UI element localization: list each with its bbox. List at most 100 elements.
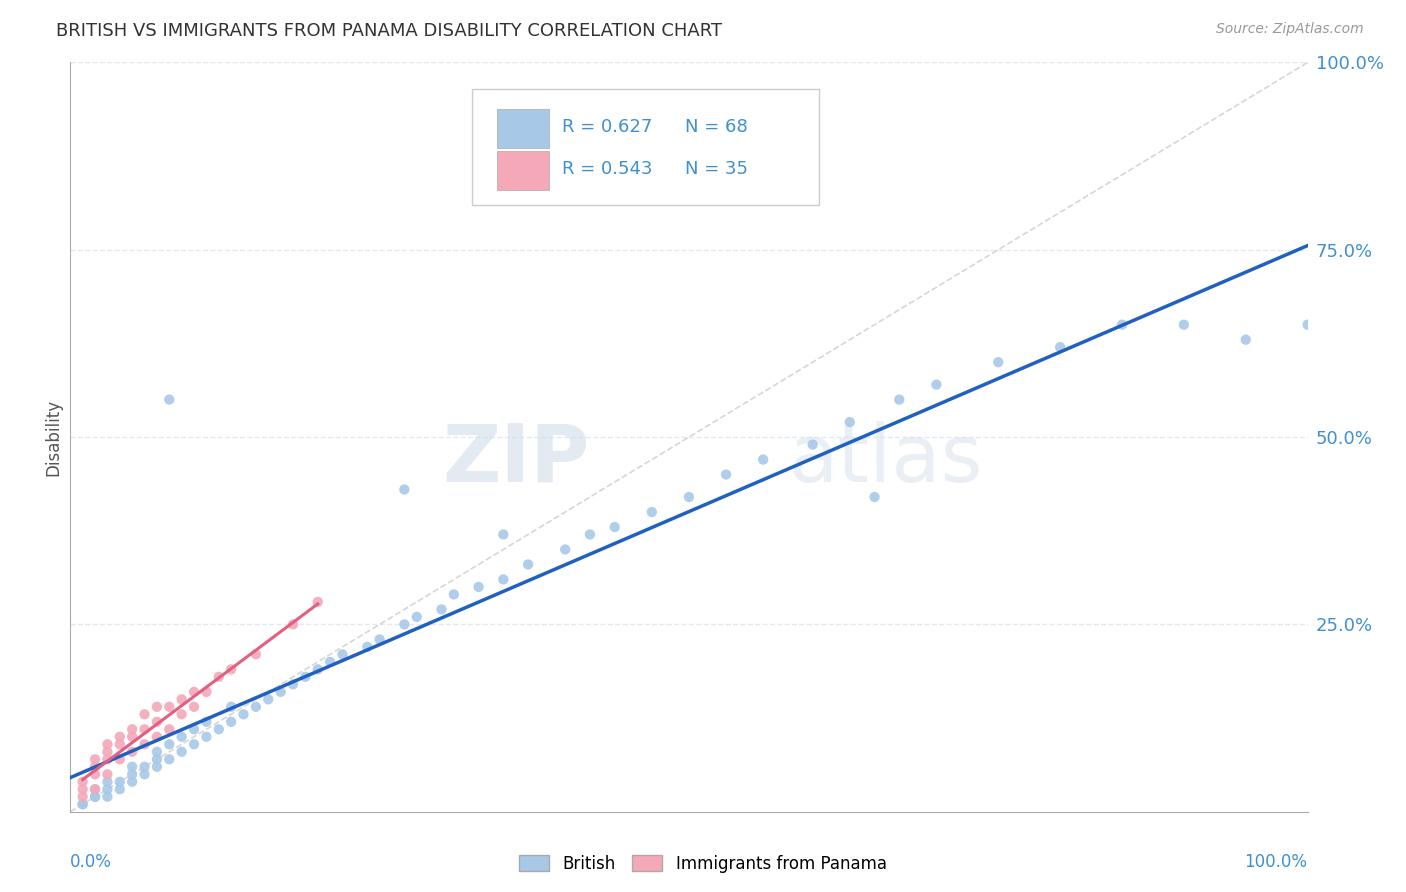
Point	[146, 699, 169, 714]
Point	[121, 774, 143, 789]
Legend: British, Immigrants from Panama: British, Immigrants from Panama	[513, 848, 893, 880]
Point	[1296, 318, 1319, 332]
Point	[121, 767, 143, 781]
Text: 100.0%: 100.0%	[1244, 853, 1308, 871]
Point	[157, 699, 180, 714]
Point	[72, 774, 94, 789]
Point	[121, 723, 143, 737]
Point	[270, 685, 292, 699]
Point	[443, 587, 465, 601]
Point	[195, 685, 218, 699]
Point	[72, 797, 94, 812]
Y-axis label: Disability: Disability	[44, 399, 62, 475]
Point	[245, 648, 267, 662]
Point	[356, 640, 378, 654]
Point	[714, 467, 737, 482]
Point	[517, 558, 540, 572]
Point	[121, 760, 143, 774]
Point	[307, 595, 329, 609]
Text: R = 0.543: R = 0.543	[561, 160, 652, 178]
Point	[394, 617, 416, 632]
Text: atlas: atlas	[787, 420, 983, 499]
Point	[1173, 318, 1195, 332]
Point	[183, 737, 205, 751]
Point	[84, 760, 107, 774]
Point	[987, 355, 1010, 369]
Point	[108, 774, 131, 789]
Point	[157, 392, 180, 407]
Point	[195, 714, 218, 729]
Point	[121, 730, 143, 744]
Point	[157, 737, 180, 751]
Point	[72, 789, 94, 804]
Point	[863, 490, 886, 504]
Point	[134, 723, 156, 737]
Point	[108, 730, 131, 744]
Point	[554, 542, 576, 557]
Text: Source: ZipAtlas.com: Source: ZipAtlas.com	[1216, 22, 1364, 37]
Point	[84, 789, 107, 804]
Point	[183, 685, 205, 699]
Text: BRITISH VS IMMIGRANTS FROM PANAMA DISABILITY CORRELATION CHART: BRITISH VS IMMIGRANTS FROM PANAMA DISABI…	[56, 22, 723, 40]
Point	[84, 789, 107, 804]
Point	[96, 774, 118, 789]
Point	[257, 692, 280, 706]
Point	[146, 745, 169, 759]
Point	[84, 782, 107, 797]
Point	[96, 767, 118, 781]
Point	[157, 723, 180, 737]
Point	[641, 505, 664, 519]
Point	[134, 760, 156, 774]
Point	[170, 745, 193, 759]
Point	[245, 699, 267, 714]
Point	[183, 723, 205, 737]
Point	[108, 752, 131, 766]
Point	[889, 392, 911, 407]
Point	[72, 797, 94, 812]
Point	[219, 699, 242, 714]
Point	[368, 632, 391, 647]
Point	[183, 699, 205, 714]
Point	[405, 610, 427, 624]
Point	[146, 752, 169, 766]
Point	[96, 745, 118, 759]
Point	[146, 714, 169, 729]
Text: R = 0.627: R = 0.627	[561, 118, 652, 136]
Point	[603, 520, 626, 534]
Text: N = 68: N = 68	[685, 118, 748, 136]
Point	[307, 662, 329, 676]
Point	[319, 655, 342, 669]
Point	[134, 737, 156, 751]
FancyBboxPatch shape	[498, 109, 550, 148]
Point	[146, 730, 169, 744]
Point	[170, 692, 193, 706]
Point	[96, 789, 118, 804]
Point	[232, 707, 254, 722]
Point	[579, 527, 602, 541]
Point	[492, 527, 515, 541]
Point	[752, 452, 775, 467]
Point	[219, 714, 242, 729]
Point	[838, 415, 860, 429]
Point	[492, 573, 515, 587]
Point	[1234, 333, 1257, 347]
Text: ZIP: ZIP	[443, 420, 591, 499]
Point	[208, 670, 231, 684]
Point	[219, 662, 242, 676]
Point	[208, 723, 231, 737]
Point	[108, 737, 131, 751]
Point	[281, 617, 304, 632]
Point	[678, 490, 700, 504]
Point	[1111, 318, 1133, 332]
Point	[134, 767, 156, 781]
Point	[84, 782, 107, 797]
Point	[925, 377, 948, 392]
Point	[84, 767, 107, 781]
Point	[294, 670, 316, 684]
Point	[281, 677, 304, 691]
Point	[195, 730, 218, 744]
Point	[121, 745, 143, 759]
Point	[84, 752, 107, 766]
Point	[96, 737, 118, 751]
Point	[170, 730, 193, 744]
